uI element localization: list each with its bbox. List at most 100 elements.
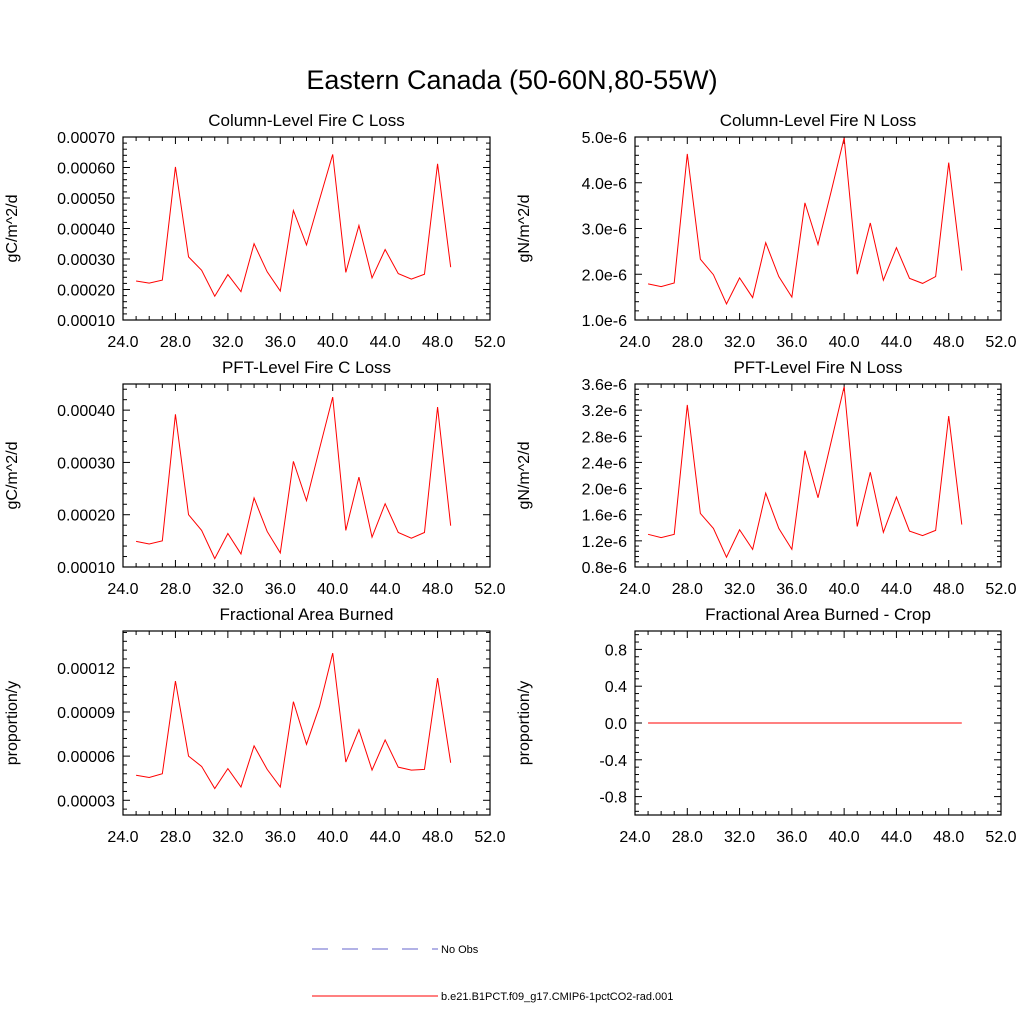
x-tick-label: 32.0 [724,581,755,598]
y-tick-label: 4.0e-6 [582,176,627,193]
y-tick-label: 0.00003 [57,793,115,810]
x-tick-label: 28.0 [160,829,191,846]
panel-title: Column-Level Fire N Loss [720,111,917,130]
y-tick-label: 0.00040 [57,403,115,420]
chart-panel: PFT-Level Fire C Loss 24.0 28.0 32.0 36.0 40.… [4,358,506,598]
x-tick-label: 32.0 [724,829,755,846]
x-tick-label: 40.0 [829,581,860,598]
y-tick-label: 0.0 [605,716,627,733]
y-tick-label: 2.0e-6 [582,482,627,499]
series-line [136,154,452,298]
panel-title: PFT-Level Fire C Loss [222,358,391,377]
y-tick-label: 0.8 [605,642,627,659]
x-tick-label: 28.0 [672,334,703,351]
x-tick-label: 36.0 [265,829,296,846]
y-tick-label: 0.8e-6 [582,560,627,577]
y-tick-label: 0.4 [605,679,627,696]
x-tick-label: 28.0 [672,581,703,598]
y-tick-label: 3.2e-6 [582,403,627,420]
x-tick-label: 48.0 [422,829,453,846]
x-tick-label: 48.0 [422,334,453,351]
y-axis-label: gN/m^2/d [516,195,533,263]
x-tick-label: 48.0 [933,334,964,351]
x-tick-label: 44.0 [881,581,912,598]
x-tick-label: 52.0 [474,334,505,351]
chart-panel: Fractional Area Burned - Crop 24.0 28.0 32.… [516,605,1017,846]
plot-frame [122,136,491,321]
page-title: Eastern Canada (50-60N,80-55W) [306,65,717,95]
panel-title: Column-Level Fire C Loss [208,111,405,130]
y-tick-label: 1.0e-6 [582,313,627,330]
x-tick-label: 36.0 [776,581,807,598]
series-line [647,137,963,306]
y-tick-label: 0.00030 [57,252,115,269]
y-tick-label: 2.0e-6 [582,267,627,284]
y-tick-label: 0.00020 [57,283,115,300]
y-axis-label: gC/m^2/d [4,442,21,510]
x-tick-label: 52.0 [985,829,1016,846]
x-tick-label: 44.0 [370,581,401,598]
x-tick-label: 32.0 [212,829,243,846]
legend-label: b.e21.B1PCT.f09_g17.CMIP6-1pctCO2-rad.00… [441,991,673,1003]
x-tick-label: 40.0 [317,581,348,598]
plot-frame [122,383,491,568]
y-tick-label: 0.00010 [57,560,115,577]
x-tick-label: 52.0 [474,829,505,846]
y-tick-label: -0.4 [599,753,627,770]
y-tick-label: 0.00030 [57,455,115,472]
x-tick-label: 32.0 [212,334,243,351]
x-tick-label: 40.0 [829,334,860,351]
y-axis-label: gC/m^2/d [4,195,21,263]
y-tick-label: 0.00070 [57,130,115,147]
y-axis-label: proportion/y [516,681,533,766]
x-tick-label: 24.0 [619,829,650,846]
x-tick-label: 52.0 [474,581,505,598]
y-tick-label: 0.00050 [57,191,115,208]
panel-title: Fractional Area Burned [220,605,394,624]
y-tick-label: 0.00020 [57,508,115,525]
plot-frame [634,383,1002,568]
y-tick-label: 0.00012 [57,661,115,678]
chart-panel: PFT-Level Fire N Loss 24.0 28.0 32.0 36.0 40.… [516,358,1017,598]
panel-title: Fractional Area Burned - Crop [705,605,931,624]
x-tick-label: 28.0 [160,334,191,351]
x-tick-label: 24.0 [107,581,138,598]
x-tick-label: 44.0 [881,829,912,846]
series-line [647,386,963,559]
y-tick-label: 0.00009 [57,705,115,722]
x-tick-label: 48.0 [933,581,964,598]
x-tick-label: 44.0 [370,829,401,846]
x-tick-label: 40.0 [829,829,860,846]
x-tick-label: 24.0 [107,334,138,351]
x-tick-label: 36.0 [265,334,296,351]
y-tick-label: 2.4e-6 [582,455,627,472]
x-tick-label: 24.0 [619,334,650,351]
x-tick-label: 32.0 [724,334,755,351]
series-line [136,396,452,560]
x-tick-label: 36.0 [265,581,296,598]
chart-panel: Column-Level Fire N Loss 24.0 28.0 32.0 36.0… [516,111,1017,351]
y-tick-label: 0.00060 [57,161,115,178]
panel-title: PFT-Level Fire N Loss [733,358,902,377]
x-tick-label: 36.0 [776,334,807,351]
x-tick-label: 52.0 [985,581,1016,598]
y-axis-label: proportion/y [4,681,21,766]
y-tick-label: 3.6e-6 [582,377,627,394]
y-tick-label: 2.8e-6 [582,429,627,446]
y-axis-label: gN/m^2/d [516,442,533,510]
chart-panel: Fractional Area Burned 24.0 28.0 32.0 36.0 40… [4,605,506,846]
legend: No Obs b.e21.B1PCT.f09_g17.CMIP6-1pctCO2-… [312,944,673,1003]
y-tick-label: 3.0e-6 [582,222,627,239]
x-tick-label: 48.0 [933,829,964,846]
legend-label: No Obs [441,944,479,956]
x-tick-label: 44.0 [370,334,401,351]
x-tick-label: 40.0 [317,829,348,846]
y-tick-label: 5.0e-6 [582,130,627,147]
y-tick-label: 1.6e-6 [582,508,627,525]
x-tick-label: 48.0 [422,581,453,598]
x-tick-label: 24.0 [107,829,138,846]
chart-panel: Column-Level Fire C Loss 24.0 28.0 32.0 36.0… [4,111,506,351]
x-tick-label: 52.0 [985,334,1016,351]
